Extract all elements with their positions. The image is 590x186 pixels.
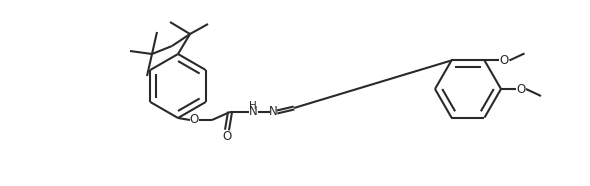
- Text: H: H: [249, 101, 257, 111]
- Text: O: O: [500, 54, 509, 67]
- Text: O: O: [189, 113, 199, 126]
- Text: O: O: [222, 129, 232, 142]
- Text: O: O: [516, 83, 526, 95]
- Text: N: N: [268, 105, 277, 118]
- Text: N: N: [248, 105, 257, 118]
